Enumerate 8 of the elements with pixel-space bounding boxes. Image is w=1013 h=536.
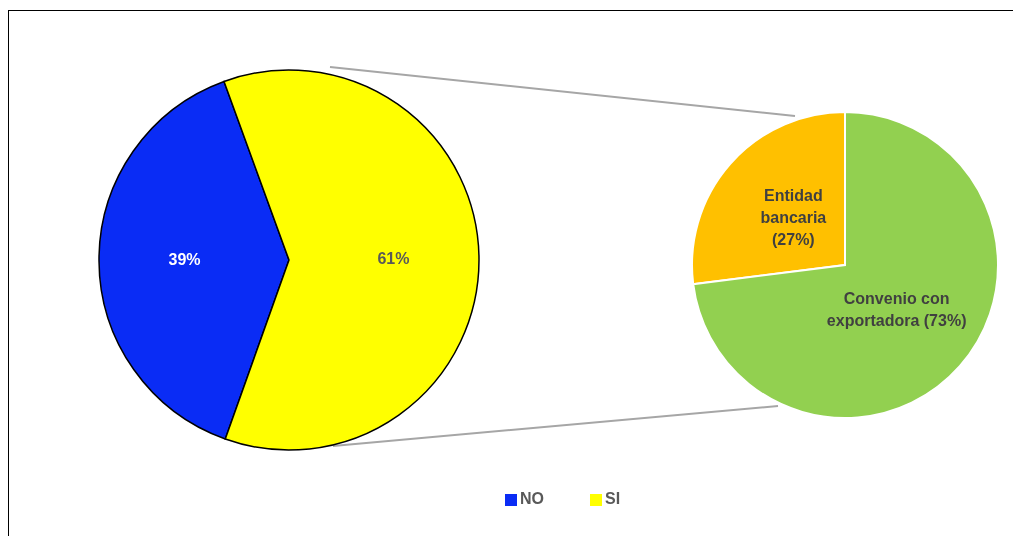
pie-slice bbox=[692, 111, 999, 419]
slice-label: Entidad bancaria bbox=[760, 187, 827, 227]
data-label: 39% bbox=[168, 250, 201, 268]
data-label: (27%) bbox=[772, 231, 815, 249]
legend-label: NO bbox=[520, 490, 544, 508]
data-label: 61% bbox=[377, 249, 410, 267]
legend-label: SI bbox=[605, 490, 621, 508]
slice-label: Convenio con exportadora (73%) bbox=[826, 289, 967, 329]
